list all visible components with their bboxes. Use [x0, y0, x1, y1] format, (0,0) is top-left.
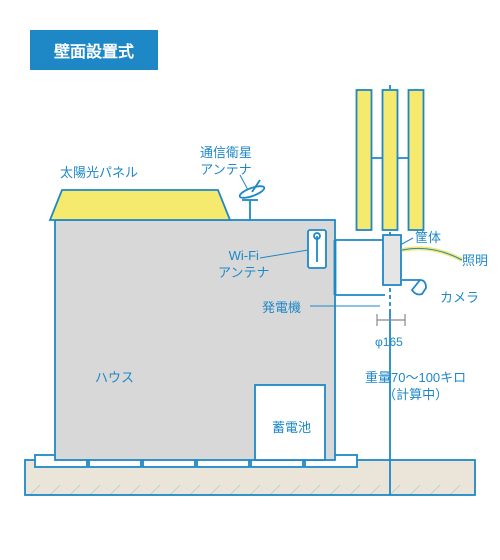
label-solar-panel: 太陽光パネル [60, 165, 138, 182]
label-generator: 発電機 [262, 300, 301, 317]
label-battery: 蓄電池 [272, 420, 311, 437]
label-housing: 筐体 [415, 230, 441, 247]
label-camera: カメラ [440, 290, 479, 307]
label-wifi-antenna: Wi-Fiアンテナ [218, 248, 269, 282]
label-satellite-antenna: 通信衛星アンテナ [200, 145, 252, 179]
label-weight: 重量70〜100キロ（計算中） [365, 370, 466, 404]
label-house: ハウス [95, 370, 134, 387]
label-diameter: φ165 [375, 335, 403, 351]
label-lighting: 照明 [462, 253, 488, 270]
